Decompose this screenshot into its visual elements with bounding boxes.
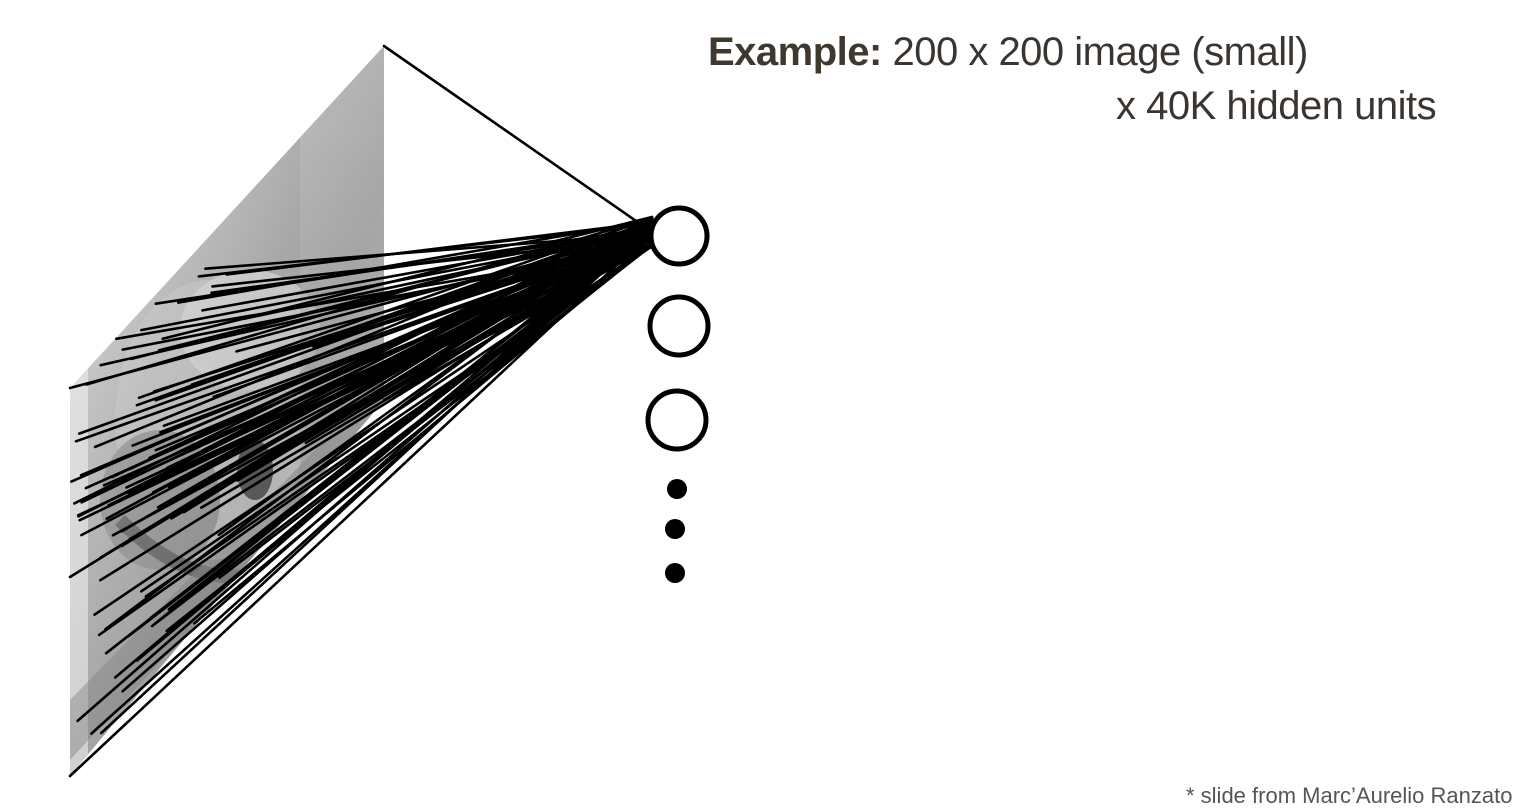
title-bold-label: Example: — [708, 30, 882, 74]
hidden-unit-circle — [647, 294, 711, 358]
connection-line — [382, 230, 654, 402]
hidden-unit-circle — [648, 205, 710, 267]
connection-line — [77, 225, 654, 435]
connection-line — [150, 218, 654, 628]
connection-line — [225, 220, 654, 276]
ellipsis-dot — [667, 479, 687, 499]
connection-line — [73, 217, 654, 505]
connection-line — [161, 215, 654, 341]
connection-line — [211, 236, 654, 288]
connection-line — [382, 44, 654, 234]
hidden-unit-circle — [645, 388, 709, 452]
connection-line — [80, 228, 654, 504]
connection-lines — [68, 44, 654, 778]
connection-line — [204, 232, 654, 271]
connection-line — [127, 231, 654, 638]
connection-line — [68, 230, 654, 390]
connection-line — [182, 218, 654, 514]
ellipsis-dot — [665, 519, 685, 539]
connection-line — [74, 236, 654, 443]
connection-line — [177, 219, 654, 304]
title-line-1-text: 200 x 200 image (small) — [881, 30, 1308, 74]
connection-line — [97, 244, 654, 637]
connection-line — [121, 226, 654, 693]
connection-line — [190, 223, 654, 387]
connection-line — [68, 230, 654, 778]
title-line-2: x 40K hidden units — [1116, 84, 1437, 128]
footnote-attribution: * slide from Marc’Aurelio Ranzato — [1186, 783, 1513, 808]
connection-line — [79, 231, 654, 477]
title-line-1: Example: 200 x 200 image (small) — [708, 30, 1308, 75]
ellipsis-dot — [665, 563, 685, 583]
connection-line — [249, 243, 654, 470]
